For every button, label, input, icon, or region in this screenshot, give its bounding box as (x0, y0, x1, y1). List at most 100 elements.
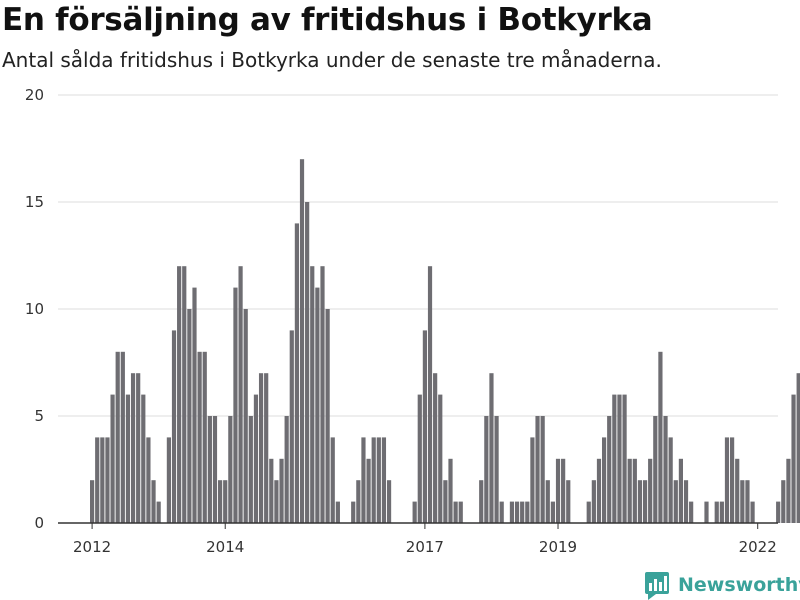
bar (653, 416, 658, 523)
bar (740, 480, 745, 523)
bar (197, 351, 202, 523)
bar (376, 437, 381, 523)
bar (141, 394, 146, 523)
bar (602, 437, 607, 523)
bar (438, 394, 443, 523)
bar (269, 458, 274, 523)
bar (95, 437, 100, 523)
bar (386, 480, 392, 523)
bar (591, 480, 596, 523)
bar (171, 330, 177, 523)
bar (489, 373, 494, 523)
bar (750, 501, 755, 523)
bar (187, 309, 192, 523)
y-tick-label: 5 (34, 407, 44, 425)
chart-subtitle: Antal sålda fritidshus i Botkyrka under … (2, 48, 662, 72)
bar (218, 480, 223, 523)
bar (207, 416, 212, 523)
bar (514, 501, 520, 523)
bar (412, 501, 417, 523)
newsworthy-brand[interactable]: Newsworthy (644, 570, 800, 600)
bar (719, 501, 724, 523)
x-tick-label: 2017 (406, 538, 444, 556)
bar (427, 266, 433, 523)
bar (223, 480, 228, 523)
bar (202, 351, 207, 523)
bar (120, 351, 125, 523)
bar (642, 480, 648, 523)
bar (279, 458, 284, 523)
bar (494, 416, 499, 523)
bar (177, 266, 182, 523)
y-tick-label: 0 (34, 514, 44, 532)
bar (371, 437, 376, 523)
bar (704, 501, 709, 523)
bar (663, 416, 668, 523)
bar (781, 480, 786, 523)
bar (310, 266, 315, 523)
y-tick-label: 10 (25, 300, 44, 318)
bar (156, 501, 161, 523)
bar (796, 373, 800, 523)
bar (443, 480, 448, 523)
bar (330, 437, 335, 523)
bar (115, 351, 120, 523)
bar (586, 501, 591, 523)
x-tick-label: 2012 (73, 538, 111, 556)
bar (130, 373, 136, 523)
bar (730, 437, 735, 523)
bar (136, 373, 141, 523)
gridlines (58, 94, 778, 417)
bar (714, 501, 719, 523)
bar (791, 394, 796, 523)
bar (166, 437, 171, 523)
bar (637, 480, 643, 523)
bar (499, 501, 504, 523)
bar (668, 437, 673, 523)
bar (325, 309, 330, 523)
bar (453, 501, 458, 523)
bar (192, 287, 197, 523)
bar (381, 437, 387, 523)
bar (253, 394, 259, 523)
bar (622, 394, 627, 523)
bar (90, 480, 95, 523)
bar (596, 458, 602, 523)
bar (509, 501, 515, 523)
bar (627, 458, 632, 523)
bar (745, 480, 750, 523)
bar (351, 501, 356, 523)
x-tick-label: 2019 (539, 538, 577, 556)
bar (238, 266, 243, 523)
bar (724, 437, 730, 523)
bar (284, 416, 289, 523)
bar (315, 287, 320, 523)
bar (105, 437, 110, 523)
x-tick-label: 2014 (206, 538, 244, 556)
bars (90, 159, 800, 523)
bar (535, 416, 540, 523)
bar (607, 416, 612, 523)
bar (243, 309, 248, 523)
bar (100, 437, 105, 523)
bar (433, 373, 438, 523)
y-axis-tick-labels: 0 5 10 15 20 (25, 86, 44, 532)
newsworthy-logo-icon (645, 572, 669, 600)
bar (299, 159, 305, 523)
bar (212, 416, 218, 523)
bar (366, 458, 371, 523)
y-tick-label: 20 (25, 86, 44, 104)
bar (555, 458, 561, 523)
bar (632, 458, 637, 523)
bar (146, 437, 151, 523)
bar (525, 501, 530, 523)
y-tick-label: 15 (25, 193, 44, 211)
bar (228, 416, 233, 523)
bar (458, 501, 463, 523)
bar (617, 394, 622, 523)
bar (520, 501, 525, 523)
bar (530, 437, 535, 523)
bar (678, 458, 683, 523)
brand-name: Newsworthy (678, 574, 800, 596)
